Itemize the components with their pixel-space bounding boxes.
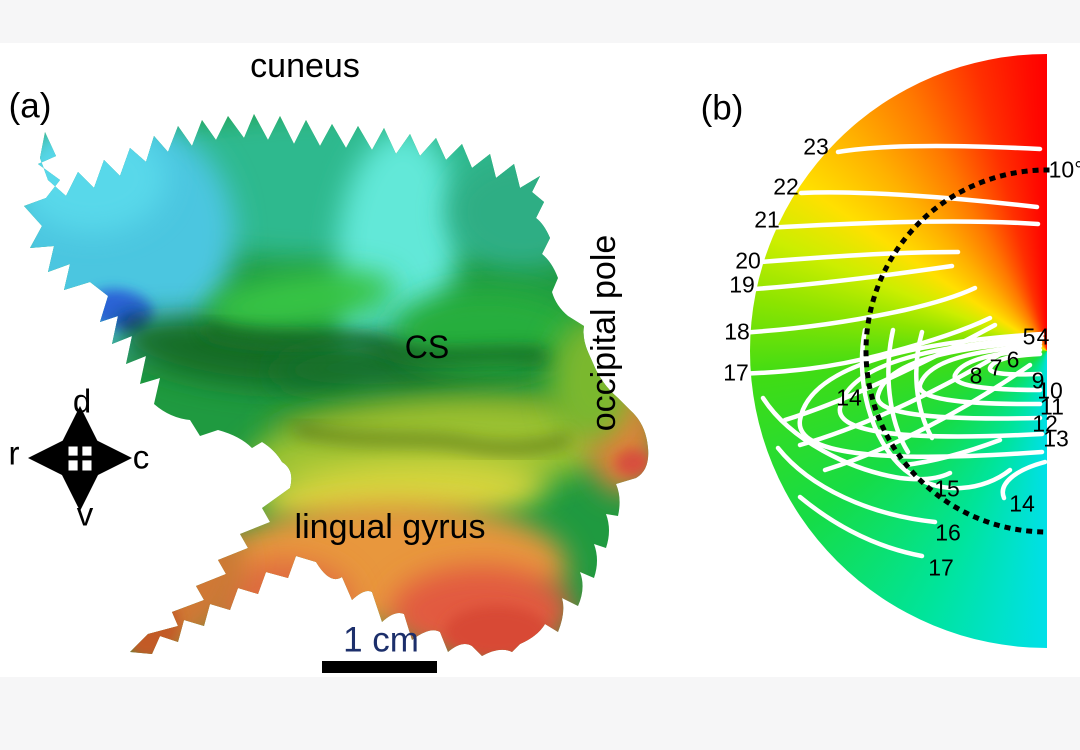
contour-number-label: 17 xyxy=(723,359,749,386)
compass-label-ventral: v xyxy=(76,495,94,533)
compass-label-dorsal: d xyxy=(72,382,92,420)
label-occipital-pole: occipital pole xyxy=(585,234,623,432)
contour-number-label: 13 xyxy=(1043,425,1069,452)
panel-a-tag: (a) xyxy=(8,86,52,126)
scale-bar-label: 1 cm xyxy=(343,620,419,660)
label-calcarine-sulcus: CS xyxy=(404,329,450,365)
contour-number-label: 21 xyxy=(754,206,780,233)
label-cuneus: cuneus xyxy=(250,47,360,85)
brain-surface-map xyxy=(24,114,649,656)
panel-b-tag: (b) xyxy=(700,88,744,128)
visual-field-halfdisk-map xyxy=(750,54,1047,648)
contour-number-label: 18 xyxy=(724,318,750,345)
contour-number-label: 19 xyxy=(729,271,755,298)
scale-bar xyxy=(322,661,437,673)
compass-label-rostral: r xyxy=(8,434,20,472)
contour-number-label: 10° xyxy=(1048,156,1080,183)
orientation-compass-arrows xyxy=(28,406,132,511)
compass-label-caudal: c xyxy=(132,438,150,476)
bottom-margin-strip xyxy=(0,677,1080,750)
label-lingual-gyrus: lingual gyrus xyxy=(294,508,486,546)
contour-number-label: 20 xyxy=(735,247,761,274)
top-margin-strip xyxy=(0,0,1080,43)
